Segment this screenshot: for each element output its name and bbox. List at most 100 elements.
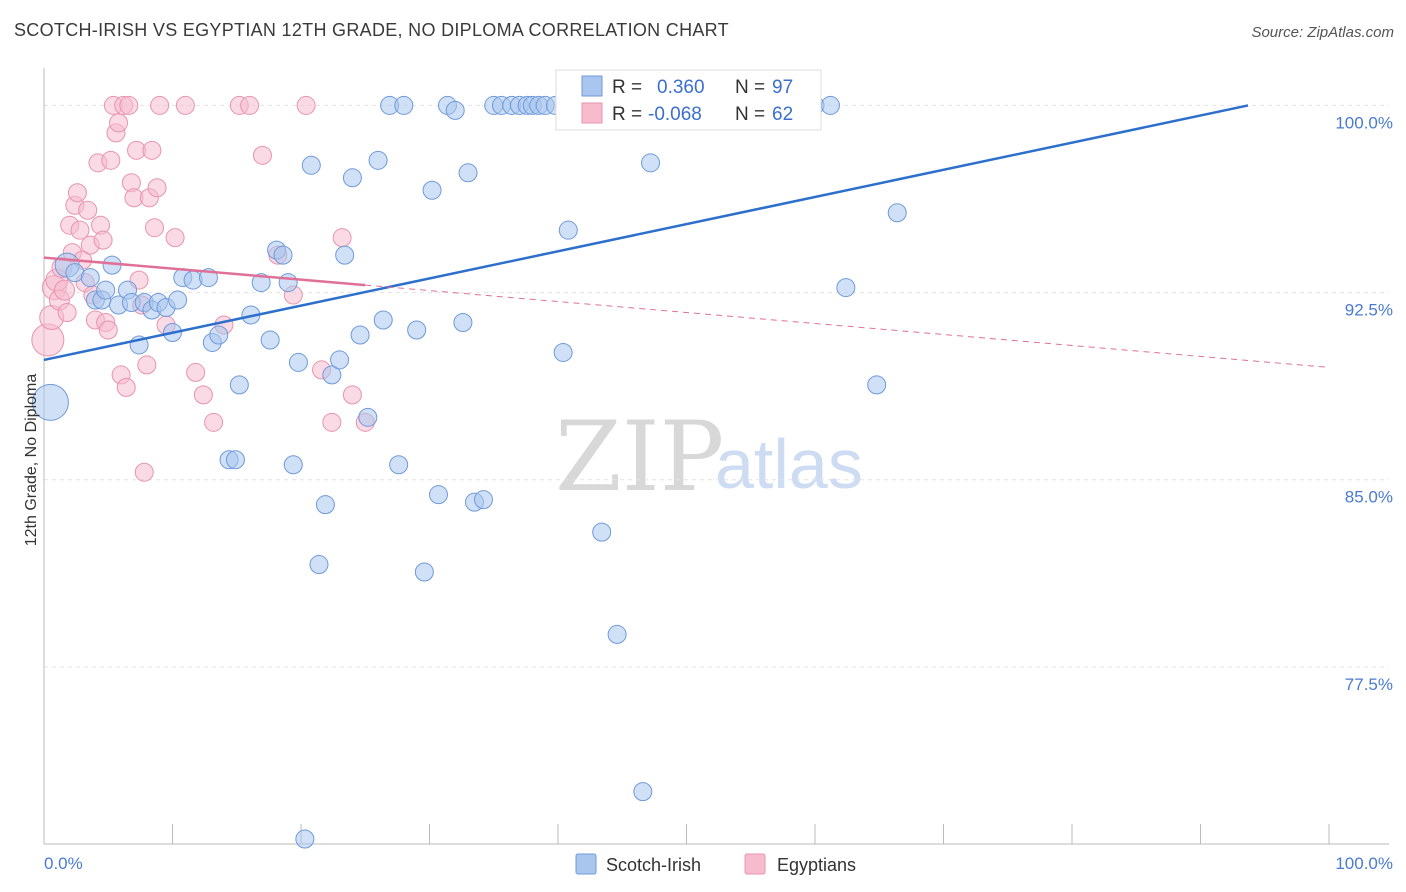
legend-swatch-scotch-irish bbox=[581, 75, 603, 97]
legend-r-label-egyptians: R = bbox=[612, 104, 642, 125]
egyptians-point-60 bbox=[342, 385, 362, 405]
egyptians-point-21 bbox=[93, 230, 113, 250]
scotch-irish-point-47 bbox=[389, 455, 409, 475]
egyptians-point-31 bbox=[119, 95, 139, 115]
y-tick-label-0: 77.5% bbox=[1345, 675, 1393, 694]
scotch-irish-point-38 bbox=[322, 365, 342, 385]
scotch-irish-point-95 bbox=[867, 375, 887, 395]
grid-lines bbox=[44, 104, 1389, 668]
egyptians-point-27 bbox=[109, 113, 129, 133]
egyptians-point-12 bbox=[70, 220, 90, 240]
egyptians-point-59 bbox=[332, 228, 352, 248]
legend-swatch-egyptians bbox=[581, 102, 603, 124]
watermark-atlas: atlas bbox=[715, 425, 863, 503]
legend-n-value-egyptians: 62 bbox=[772, 104, 793, 125]
scotch-irish-point-79 bbox=[641, 153, 661, 173]
scotch-irish-point-7 bbox=[96, 280, 116, 300]
series-legend: Scotch-Irish Egyptians bbox=[575, 853, 856, 875]
egyptians-trend-line bbox=[43, 256, 366, 287]
scotch-irish-trend-line bbox=[43, 104, 1249, 362]
x-tick-label-1: 100.0% bbox=[1335, 854, 1393, 873]
tick-labels: 77.5% 85.0% 92.5% 100.0% 0.0% 100.0% bbox=[44, 113, 1393, 873]
scotch-irish-point-31 bbox=[278, 273, 298, 293]
scotch-irish-point-17 bbox=[168, 290, 188, 310]
egyptians-point-7 bbox=[57, 303, 77, 323]
legend-r-label-scotch-irish: R = bbox=[612, 77, 642, 98]
scotch-irish-point-33 bbox=[288, 352, 308, 372]
egyptians-point-42 bbox=[147, 178, 167, 198]
scotch-irish-point-54 bbox=[445, 100, 465, 120]
egyptians-point-43 bbox=[150, 95, 170, 115]
scotch-irish-point-96 bbox=[887, 203, 907, 223]
y-tick-label-1: 85.0% bbox=[1345, 488, 1393, 507]
scotch-irish-point-75 bbox=[607, 624, 627, 644]
scotch-irish-point-28 bbox=[260, 330, 280, 350]
y-axis-label: 12th Grade, No Diploma bbox=[23, 374, 40, 547]
scotch-irish-point-40 bbox=[335, 245, 355, 265]
egyptians-point-15 bbox=[78, 200, 98, 220]
legend-n-label-scotch-irish: N = bbox=[735, 77, 765, 98]
scotch-irish-point-69 bbox=[558, 220, 578, 240]
series-swatch-egyptians bbox=[744, 853, 766, 875]
egyptians-point-58 bbox=[322, 412, 342, 432]
series-label-scotch-irish: Scotch-Irish bbox=[606, 855, 701, 875]
scotch-irish-point-35 bbox=[301, 155, 321, 175]
y-tick-label-2: 92.5% bbox=[1345, 301, 1393, 320]
egyptians-point-53 bbox=[252, 145, 272, 165]
scotch-irish-point-48 bbox=[394, 95, 414, 115]
scotch-irish-point-22 bbox=[209, 325, 229, 345]
legend-n-label-egyptians: N = bbox=[735, 104, 765, 125]
scotch-irish-point-93 bbox=[820, 95, 840, 115]
legend-r-value-egyptians: -0.068 bbox=[648, 104, 702, 125]
scotch-irish-point-45 bbox=[373, 310, 393, 330]
series-label-egyptians: Egyptians bbox=[777, 855, 856, 875]
scotch-irish-point-25 bbox=[229, 375, 249, 395]
series-swatch-scotch-irish bbox=[575, 853, 597, 875]
legend-n-value-scotch-irish: 97 bbox=[772, 77, 793, 98]
egyptians-point-48 bbox=[193, 385, 213, 405]
scotch-irish-point-24 bbox=[225, 450, 245, 470]
egyptians-trend-extension bbox=[365, 284, 1330, 368]
scotch-irish-point-32 bbox=[283, 455, 303, 475]
scotch-irish-point-27 bbox=[251, 273, 271, 293]
egyptians-point-56 bbox=[296, 95, 316, 115]
trend-lines bbox=[43, 104, 1330, 368]
axes bbox=[43, 68, 1389, 845]
scotch-irish-point-0 bbox=[31, 383, 69, 421]
egyptians-point-52 bbox=[240, 95, 260, 115]
scotch-irish-point-30 bbox=[273, 245, 293, 265]
scotch-irish-point-94 bbox=[836, 278, 856, 298]
egyptians-point-6 bbox=[54, 279, 76, 301]
egyptians-point-30 bbox=[116, 377, 136, 397]
egyptians-point-37 bbox=[134, 462, 154, 482]
scotch-irish-point-37 bbox=[315, 495, 335, 515]
egyptians-point-45 bbox=[165, 228, 185, 248]
scotch-irish-point-36 bbox=[309, 555, 329, 575]
egyptians-point-47 bbox=[186, 362, 206, 382]
scotch-irish-point-51 bbox=[422, 180, 442, 200]
scotch-irish-point-39 bbox=[330, 350, 350, 370]
scotch-irish-point-68 bbox=[553, 342, 573, 362]
scotch-irish-point-78 bbox=[633, 782, 653, 802]
egyptians-point-49 bbox=[204, 412, 224, 432]
scotch-irish-point-43 bbox=[358, 407, 378, 427]
egyptians-point-11 bbox=[67, 183, 87, 203]
watermark-zip: ZIP bbox=[555, 401, 724, 513]
scotch-irish-point-73 bbox=[592, 522, 612, 542]
scotch-irish-point-52 bbox=[428, 485, 448, 505]
scotch-irish-point-42 bbox=[350, 325, 370, 345]
scotch-irish-point-41 bbox=[342, 168, 362, 188]
scotch-irish-point-34 bbox=[295, 829, 315, 849]
egyptians-point-38 bbox=[137, 355, 157, 375]
egyptians-point-46 bbox=[175, 95, 195, 115]
scotch-irish-point-58 bbox=[473, 490, 493, 510]
chart-source: Source: ZipAtlas.com bbox=[1251, 24, 1394, 41]
egyptians-points bbox=[31, 95, 375, 482]
x-tick-label-0: 0.0% bbox=[44, 854, 83, 873]
egyptians-point-41 bbox=[145, 218, 165, 238]
egyptians-point-40 bbox=[142, 140, 162, 160]
y-tick-label-3: 100.0% bbox=[1335, 113, 1393, 132]
scotch-irish-point-50 bbox=[414, 562, 434, 582]
egyptians-point-24 bbox=[101, 150, 121, 170]
